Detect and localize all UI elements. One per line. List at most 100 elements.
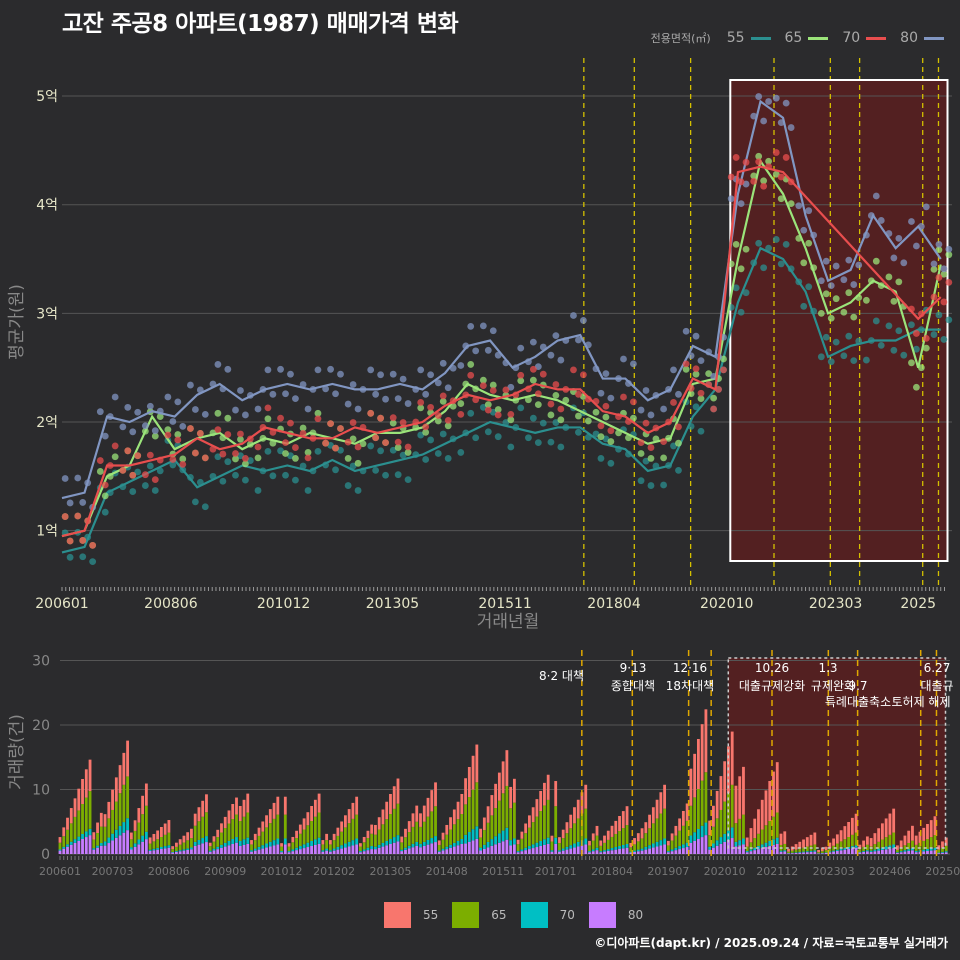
bar-segment-55 — [283, 796, 287, 815]
bar-segment-55 — [220, 823, 223, 833]
bar-segment-65 — [298, 833, 302, 847]
legend-item-80[interactable]: 80 — [900, 30, 952, 46]
x-tick-label: 200806 — [148, 865, 190, 878]
y-tick-label: 4억 — [36, 198, 58, 214]
data-point-70 — [304, 454, 312, 462]
data-point-80 — [845, 256, 853, 264]
data-point-65 — [935, 246, 943, 254]
legend-bottom-item-55[interactable]: 55 — [384, 902, 438, 928]
bar-segment-70 — [96, 845, 99, 848]
bar-segment-70 — [850, 846, 854, 849]
data-point-65 — [484, 401, 492, 409]
bar-segment-65 — [103, 826, 107, 842]
bar-segment-80 — [749, 851, 753, 854]
bar-segment-55 — [805, 837, 809, 847]
bar-segment-70 — [678, 846, 682, 850]
legend-item-55[interactable]: 55 — [727, 30, 779, 46]
bar-segment-65 — [253, 840, 257, 849]
data-point-55 — [129, 488, 137, 495]
data-point-55 — [822, 333, 830, 341]
bar-segment-70 — [182, 849, 186, 851]
legend-item-65[interactable]: 65 — [785, 30, 837, 46]
bar-segment-65 — [850, 834, 854, 847]
bar-segment-65 — [610, 836, 614, 849]
data-point-55 — [484, 428, 492, 436]
bar-segment-70 — [625, 843, 629, 848]
bar-segment-80 — [298, 849, 302, 854]
bar-segment-70 — [892, 844, 896, 849]
bar-segment-65 — [719, 809, 723, 838]
data-point-55 — [494, 433, 502, 441]
data-point-80 — [372, 390, 380, 398]
bar-segment-80 — [873, 851, 877, 854]
data-point-65 — [434, 417, 442, 425]
legend-label: 80 — [900, 30, 918, 46]
bar-segment-80 — [614, 849, 618, 854]
data-point-70 — [642, 419, 650, 427]
data-point-65 — [867, 277, 875, 285]
bar-segment-70 — [873, 849, 877, 852]
bar-segment-80 — [467, 842, 471, 854]
data-point-65 — [299, 424, 307, 432]
bar-segment-70 — [175, 851, 178, 852]
legend-swatch — [750, 36, 771, 40]
bar-segment-55 — [828, 842, 832, 848]
bar-segment-80 — [175, 851, 178, 854]
bar-segment-80 — [400, 851, 404, 854]
data-point-70 — [146, 451, 154, 459]
y-axis-title: 거래량(건) — [7, 714, 27, 790]
data-point-80 — [855, 261, 863, 269]
bar-segment-70 — [464, 834, 467, 844]
bar-segment-55 — [730, 731, 734, 785]
bar-segment-65 — [370, 833, 374, 847]
bar-segment-65 — [411, 826, 415, 844]
bar-segment-70 — [569, 845, 573, 849]
bar-segment-55 — [595, 825, 599, 836]
bar-segment-65 — [757, 833, 760, 847]
data-point-65 — [872, 257, 880, 265]
bar-segment-55 — [77, 788, 81, 811]
bar-segment-70 — [509, 840, 513, 846]
data-point-80 — [134, 408, 142, 416]
bar-segment-65 — [419, 826, 422, 844]
bar-segment-70 — [794, 852, 798, 853]
bar-segment-80 — [208, 851, 212, 854]
series-line-70 — [61, 165, 942, 538]
bar-segment-80 — [182, 850, 186, 854]
legend-bottom-item-65[interactable]: 65 — [452, 902, 507, 928]
bar-segment-65 — [407, 832, 411, 846]
bar-segment-70 — [261, 845, 265, 849]
x-tick-label: 2025 — [900, 596, 936, 612]
bar-segment-55 — [351, 802, 355, 819]
bar-segment-55 — [163, 823, 167, 835]
data-point-55 — [399, 451, 407, 459]
bar-segment-70 — [190, 847, 193, 850]
bar-segment-70 — [92, 848, 96, 850]
bar-segment-65 — [212, 841, 216, 849]
bar-segment-55 — [171, 846, 175, 850]
data-point-55 — [737, 308, 745, 316]
bar-segment-70 — [760, 844, 764, 849]
data-point-80 — [877, 217, 885, 224]
bar-segment-80 — [452, 846, 456, 854]
bar-segment-65 — [96, 833, 99, 846]
bar-segment-65 — [118, 793, 122, 826]
bar-segment-55 — [512, 778, 516, 803]
bar-segment-80 — [926, 851, 929, 854]
highlight-border — [727, 657, 947, 849]
x-tick-label: 201305 — [369, 865, 411, 878]
legend-bottom-item-80[interactable]: 80 — [588, 902, 643, 928]
bar-segment-55 — [903, 835, 907, 846]
bar-segment-80 — [911, 850, 914, 854]
data-point-80 — [647, 411, 655, 419]
bar-segment-80 — [591, 851, 595, 854]
bar-segment-80 — [362, 851, 366, 854]
bar-segment-70 — [941, 851, 944, 853]
bar-segment-80 — [659, 845, 663, 854]
data-point-70 — [354, 443, 362, 451]
legend-bottom-item-70[interactable]: 70 — [520, 902, 575, 928]
bar-segment-70 — [880, 847, 884, 850]
bar-segment-55 — [603, 835, 606, 843]
legend-item-70[interactable]: 70 — [842, 30, 894, 46]
bar-segment-70 — [520, 849, 524, 852]
